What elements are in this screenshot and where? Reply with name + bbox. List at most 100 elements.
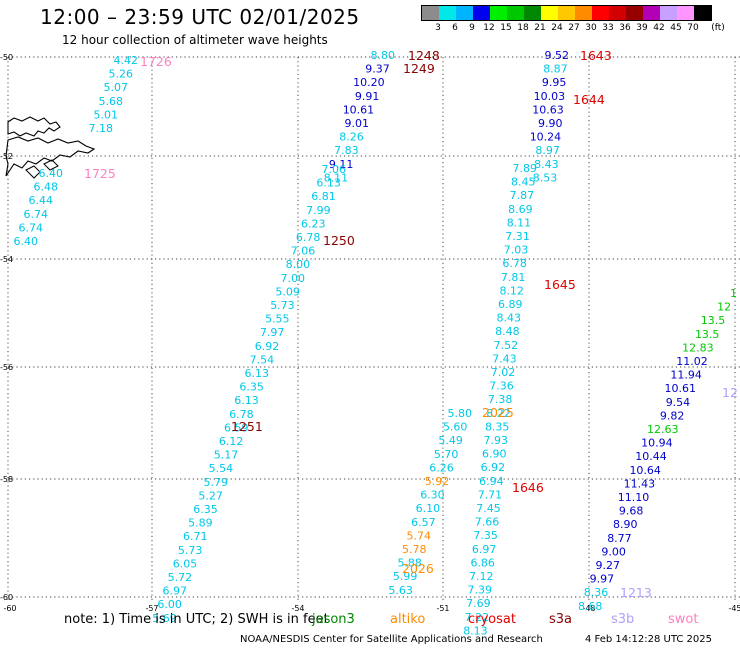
wave-height-value: 10.94 — [641, 437, 673, 450]
wave-height-value: 5.60 — [443, 421, 468, 434]
wave-height-value: 5.07 — [104, 81, 129, 94]
legend-tick-label: 9 — [469, 23, 475, 33]
legend-swatch — [694, 6, 711, 20]
legend-tick-label: 3 — [435, 23, 441, 33]
wave-height-value: 5.73 — [270, 299, 295, 312]
wave-height-value: 6.40 — [39, 167, 64, 180]
wave-height-value: 6.71 — [183, 530, 208, 543]
legend-tick-label: 15 — [500, 23, 512, 33]
wave-height-value: 6.05 — [173, 557, 198, 570]
legend-swatch — [456, 6, 473, 20]
wave-height-value: 6.74 — [24, 208, 49, 221]
wave-height-value: 6.89 — [498, 298, 523, 311]
legend-swatch — [677, 6, 694, 20]
wave-height-value: 8.43 — [534, 158, 559, 171]
wave-height-value: 6.35 — [193, 503, 218, 516]
legend-swatch — [541, 6, 558, 20]
color-legend: 3 6 9 12 15 18 21 24 27 30 33 36 39 42 45 70 (ft) — [421, 5, 725, 35]
wave-height-value: 7.97 — [260, 326, 285, 339]
wave-height-value: 5.92 — [425, 475, 450, 488]
wave-height-value: 8.69 — [508, 203, 533, 216]
pass-time-label: 1645 — [544, 277, 576, 292]
pass-time-label: 2026 — [402, 561, 434, 576]
legend-swatch — [439, 6, 456, 20]
legend-tick-label: 27 — [568, 23, 580, 33]
wave-height-value: 6.74 — [19, 221, 44, 234]
wave-height-value: 8.68 — [578, 600, 603, 613]
wave-height-value: 8.36 — [584, 586, 609, 599]
wave-height-value: 10.64 — [629, 464, 661, 477]
legend-swatch — [592, 6, 609, 20]
wave-height-value: 6.35 — [239, 381, 264, 394]
wave-height-value: 6.30 — [420, 489, 445, 502]
legend-swatch — [643, 6, 660, 20]
wave-height-value: 5.54 — [209, 462, 234, 475]
page-title: 12:00 – 23:59 UTC 02/01/2025 — [40, 5, 360, 29]
wave-height-value: 5.88 — [397, 557, 422, 570]
wave-height-value: 7.45 — [476, 502, 501, 515]
wave-height-value: 7.06 — [291, 245, 316, 258]
wave-height-value: 7.02 — [491, 366, 516, 379]
wave-height-value: 8.13 — [463, 624, 488, 637]
legend-tick-label: 18 — [517, 23, 529, 33]
wave-height-value: 9.11 — [329, 158, 354, 171]
satellite-label-s3b: s3b — [611, 612, 635, 627]
wave-height-value: 9.68 — [619, 505, 644, 518]
wave-height-value: 12.83 — [682, 341, 714, 354]
legend-swatch — [609, 6, 626, 20]
wave-height-value: 10.44 — [635, 450, 667, 463]
wave-height-value: 7.06 — [322, 163, 347, 176]
longitude-tick-label: -45 — [728, 604, 740, 613]
legend-tick-label: 33 — [602, 23, 614, 33]
wave-height-value: 8.53 — [533, 171, 558, 184]
legend-tick-label: 39 — [636, 23, 648, 33]
wave-height-value: 10.24 — [530, 131, 562, 144]
wave-height-value: 7.83 — [334, 144, 359, 157]
wave-height-value: 7.38 — [488, 393, 513, 406]
wave-height-value: 5.72 — [168, 571, 193, 584]
wave-height-value: 8.11 — [324, 171, 349, 184]
wave-height-value: 5.26 — [109, 68, 134, 81]
wave-height-value: 6.78 — [296, 231, 321, 244]
pass-time-label: 12 — [722, 385, 738, 400]
track-e: 11213.513.512.8311.0211.9410.619.549.821… — [578, 287, 737, 613]
pass-time-label: 1725 — [84, 166, 116, 181]
legend-swatch — [473, 6, 490, 20]
satellite-label-jason3: jason3 — [312, 612, 355, 627]
legend-tick-label: 21 — [534, 23, 546, 33]
wave-height-value: 6.94 — [479, 475, 504, 488]
wave-height-value: 10.61 — [665, 382, 697, 395]
wave-height-value: 9.97 — [590, 573, 615, 586]
wave-height-value: 9.27 — [596, 559, 621, 572]
latitude-tick-label: -56 — [0, 363, 13, 372]
wave-height-value: 8.26 — [339, 131, 364, 144]
wave-height-value: 7.69 — [466, 597, 491, 610]
footer-timestamp: 4 Feb 14:12:28 UTC 2025 — [585, 634, 712, 645]
wave-height-value: 6.78 — [502, 257, 527, 270]
wave-height-value: 5.68 — [99, 95, 124, 108]
wave-height-value: 9.37 — [365, 63, 390, 76]
legend-color-bar — [421, 5, 712, 21]
legend-swatch — [490, 6, 507, 20]
legend-unit: (ft) — [711, 23, 725, 33]
wave-height-value: 6.78 — [229, 408, 254, 421]
wave-height-value: 8.22 — [486, 407, 511, 420]
wave-height-value: 7.87 — [510, 189, 535, 202]
wave-height-value: 5.69 — [152, 612, 177, 625]
wave-height-value: 13.5 — [701, 314, 726, 327]
wave-height-value: 10.63 — [532, 103, 564, 116]
wave-height-value: 5.49 — [438, 434, 463, 447]
wave-height-value: 8.80 — [371, 49, 396, 62]
wave-height-value: 6.13 — [245, 367, 270, 380]
wave-height-value: 6.13 — [316, 177, 341, 190]
wave-height-value: 6.97 — [162, 585, 187, 598]
wave-height-value: 9.90 — [538, 117, 563, 130]
wave-height-value: 9.52 — [545, 49, 570, 62]
wave-height-value: 6.44 — [29, 194, 54, 207]
wave-height-value: 7.12 — [469, 570, 494, 583]
altimeter-tracks: 4.425.265.075.685.017.186.406.486.446.74… — [14, 49, 738, 637]
page-subtitle: 12 hour collection of altimeter wave hei… — [62, 33, 328, 47]
note-text: note: 1) Time is in UTC; 2) SWH is in fe… — [64, 612, 329, 627]
legend-tick-label: 12 — [483, 23, 495, 33]
wave-height-value: 7.71 — [478, 488, 503, 501]
